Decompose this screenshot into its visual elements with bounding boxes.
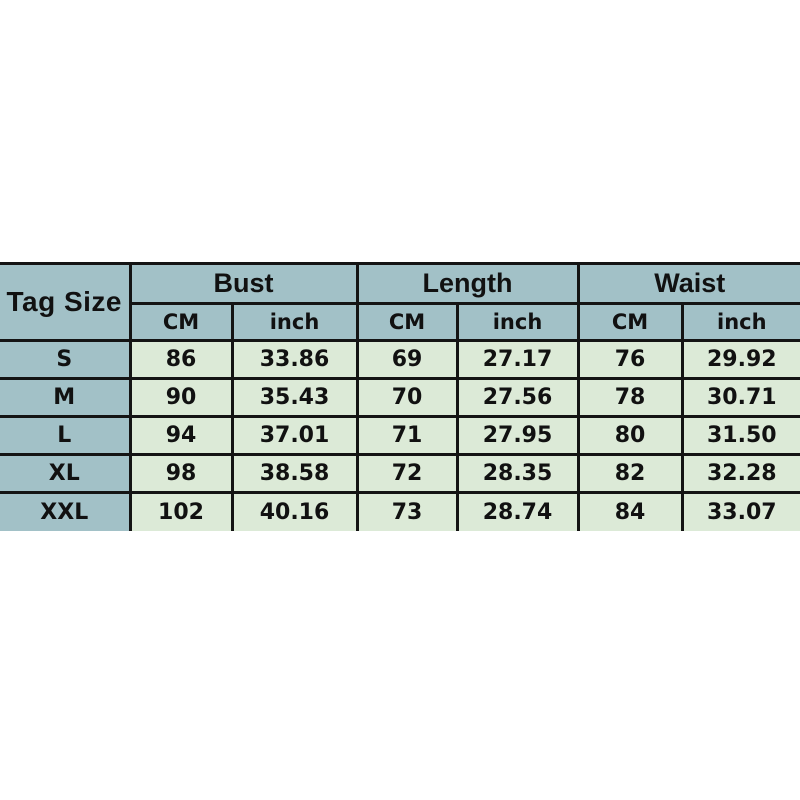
- unit-header-row: CM inch CM inch CM inch: [0, 302, 800, 342]
- size-row-xxl: XXL 102 40.16 73 28.74 84 33.07: [0, 491, 800, 531]
- value-cell: 32.28: [680, 453, 800, 494]
- value-cell: 84: [576, 491, 684, 531]
- value-cell: 31.50: [680, 415, 800, 456]
- waist-inch-header-cell: inch: [680, 302, 800, 342]
- bust-header-cell: Bust: [128, 262, 359, 305]
- size-label-cell: S: [0, 339, 132, 380]
- size-label-cell: XL: [0, 453, 132, 494]
- value-cell: 98: [128, 453, 234, 494]
- value-cell: 38.58: [230, 453, 359, 494]
- value-cell: 76: [576, 339, 684, 380]
- size-row-l: L 94 37.01 71 27.95 80 31.50: [0, 415, 800, 456]
- value-cell: 37.01: [230, 415, 359, 456]
- value-cell: 71: [355, 415, 459, 456]
- length-header-cell: Length: [355, 262, 580, 305]
- value-cell: 82: [576, 453, 684, 494]
- length-cm-header-cell: CM: [355, 302, 459, 342]
- value-cell: 40.16: [230, 491, 359, 531]
- value-cell: 33.07: [680, 491, 800, 531]
- value-cell: 78: [576, 377, 684, 418]
- value-cell: 73: [355, 491, 459, 531]
- bust-inch-header-cell: inch: [230, 302, 359, 342]
- value-cell: 28.74: [455, 491, 580, 531]
- value-cell: 90: [128, 377, 234, 418]
- value-cell: 70: [355, 377, 459, 418]
- size-label-cell: L: [0, 415, 132, 456]
- group-header-row: Tag Size Bust Length Waist: [0, 262, 800, 342]
- value-cell: 72: [355, 453, 459, 494]
- value-cell: 102: [128, 491, 234, 531]
- value-cell: 69: [355, 339, 459, 380]
- value-cell: 30.71: [680, 377, 800, 418]
- value-cell: 28.35: [455, 453, 580, 494]
- tag-size-header-cell: Tag Size: [0, 262, 132, 342]
- value-cell: 33.86: [230, 339, 359, 380]
- value-cell: 29.92: [680, 339, 800, 380]
- value-cell: 27.56: [455, 377, 580, 418]
- value-cell: 80: [576, 415, 684, 456]
- size-chart-table: Tag Size Bust Length Waist CM inch CM in…: [0, 262, 800, 531]
- value-cell: 27.17: [455, 339, 580, 380]
- size-row-m: M 90 35.43 70 27.56 78 30.71: [0, 377, 800, 418]
- value-cell: 27.95: [455, 415, 580, 456]
- value-cell: 86: [128, 339, 234, 380]
- length-inch-header-cell: inch: [455, 302, 580, 342]
- bust-cm-header-cell: CM: [130, 302, 234, 342]
- waist-header-cell: Waist: [576, 262, 800, 305]
- waist-cm-header-cell: CM: [576, 302, 684, 342]
- value-cell: 35.43: [230, 377, 359, 418]
- size-label-cell: XXL: [0, 491, 132, 531]
- size-row-xl: XL 98 38.58 72 28.35 82 32.28: [0, 453, 800, 494]
- value-cell: 94: [128, 415, 234, 456]
- size-row-s: S 86 33.86 69 27.17 76 29.92: [0, 339, 800, 380]
- size-label-cell: M: [0, 377, 132, 418]
